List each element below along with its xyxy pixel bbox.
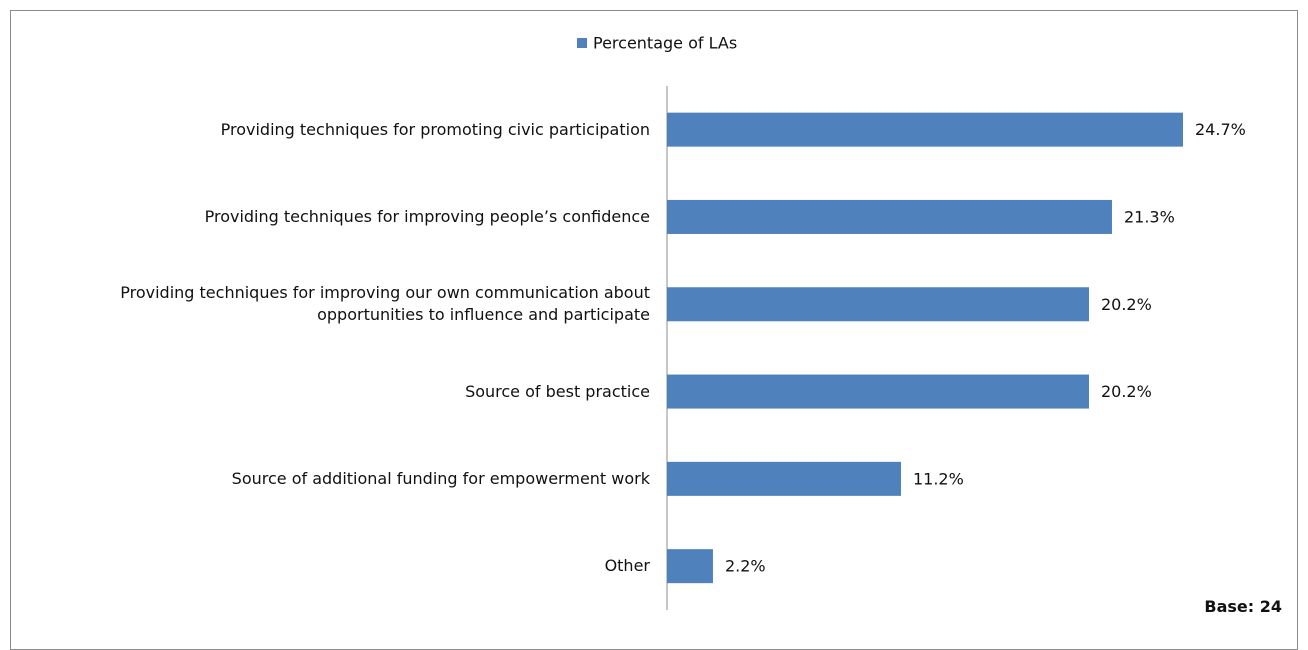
category-label: Providing techniques for improving our o… — [120, 283, 650, 325]
category-label: Providing techniques for improving peopl… — [204, 206, 650, 226]
value-label: 21.3% — [1124, 207, 1175, 226]
chart: Percentage of LAs 24.7% 21.3% 20.2% 20.2% 11.… — [577, 34, 1246, 610]
value-label: 20.2% — [1101, 382, 1152, 401]
legend-swatch — [577, 38, 587, 48]
bar — [667, 549, 713, 584]
bar — [667, 287, 1089, 322]
value-label: 20.2% — [1101, 295, 1152, 314]
page: Percentage of LAs 24.7% 21.3% 20.2% 20.2% 11.… — [10, 10, 1298, 650]
value-label: 11.2% — [913, 469, 964, 488]
bar — [667, 112, 1183, 147]
category-label: Source of additional funding for empower… — [231, 468, 650, 488]
bar — [667, 461, 901, 496]
category-label: Source of best practice — [465, 381, 650, 401]
category-label: Providing techniques for promoting civic… — [220, 119, 650, 139]
value-label: 2.2% — [725, 557, 766, 576]
bar — [667, 199, 1112, 234]
legend-label: Percentage of LAs — [593, 34, 737, 53]
annotation: Base: 24 — [1204, 597, 1282, 616]
category-label: Other — [604, 556, 650, 576]
bar — [667, 374, 1089, 409]
value-label: 24.7% — [1195, 120, 1246, 139]
